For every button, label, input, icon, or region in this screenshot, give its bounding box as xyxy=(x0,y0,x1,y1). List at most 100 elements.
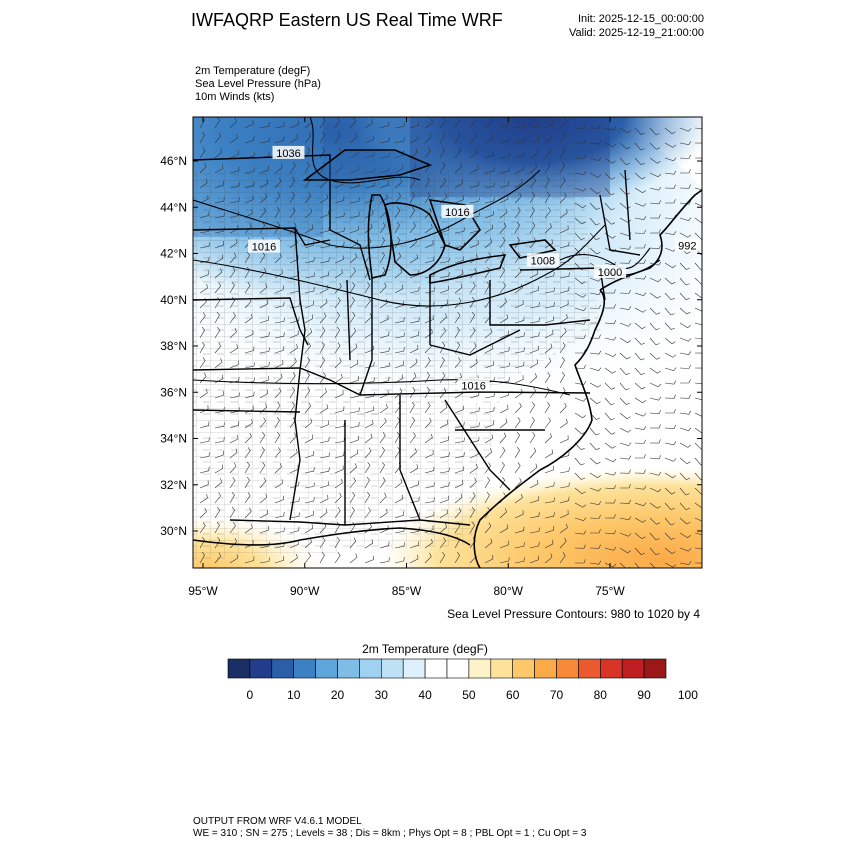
wind-barb xyxy=(619,259,631,264)
wind-barb xyxy=(694,367,702,369)
wind-barb xyxy=(394,178,403,189)
wind-barb xyxy=(619,352,631,360)
pressure-label: 992 xyxy=(678,240,696,252)
wind-barb xyxy=(664,277,676,285)
wind-barb xyxy=(649,410,661,415)
wind-barb xyxy=(680,379,691,384)
wind-barb xyxy=(589,514,601,519)
wind-barb xyxy=(334,132,341,144)
wind-barb xyxy=(259,375,269,384)
wind-barb xyxy=(394,207,401,219)
wind-barb xyxy=(364,237,372,249)
wind-barb xyxy=(439,299,449,309)
wind-barb xyxy=(304,328,313,339)
pressure-contours xyxy=(193,117,661,396)
wind-barb xyxy=(514,347,525,354)
wind-barb xyxy=(544,302,555,309)
wind-barb xyxy=(544,176,550,189)
wind-barb xyxy=(274,301,285,309)
wind-barb xyxy=(484,182,495,189)
wind-barb xyxy=(694,562,702,564)
wind-barb xyxy=(604,471,617,476)
wind-barb xyxy=(244,447,251,459)
wind-barb xyxy=(424,207,432,219)
wind-barb xyxy=(319,341,325,354)
wind-barb xyxy=(379,508,388,519)
wind-barb xyxy=(349,282,356,294)
wind-barb xyxy=(604,499,616,504)
wind-barb xyxy=(469,463,478,474)
wind-barb xyxy=(649,471,662,476)
plot-title: IWFAQRP Eastern US Real Time WRF xyxy=(191,10,503,30)
wind-barb xyxy=(439,403,448,414)
wind-barb xyxy=(229,448,238,459)
wind-barb xyxy=(424,402,431,414)
wind-barb xyxy=(514,332,525,339)
wind-barb xyxy=(229,238,238,249)
wind-barb xyxy=(214,492,221,504)
wind-barb xyxy=(364,462,371,474)
wind-barb xyxy=(619,397,631,405)
wind-barb xyxy=(454,466,465,474)
wind-barb xyxy=(244,476,250,489)
wind-barb xyxy=(559,482,570,489)
wind-barb xyxy=(469,165,479,174)
wind-barb xyxy=(619,289,631,294)
wind-barb xyxy=(289,344,298,354)
wind-barb xyxy=(649,186,662,191)
wind-barb xyxy=(514,375,524,384)
wind-barb xyxy=(349,421,360,429)
wind-barb xyxy=(259,207,267,219)
colorbar-label: 50 xyxy=(462,688,476,702)
wind-barb xyxy=(424,511,435,519)
map-frame xyxy=(192,116,703,569)
wind-barb xyxy=(649,229,661,234)
wind-barb xyxy=(514,252,521,264)
wind-barb xyxy=(379,541,390,549)
wind-barb xyxy=(529,373,538,384)
wind-barb xyxy=(364,281,371,294)
wind-barb xyxy=(559,208,568,219)
wind-barb xyxy=(469,282,476,294)
wind-barb xyxy=(334,255,344,264)
wind-barb xyxy=(394,164,404,174)
wind-barb xyxy=(214,148,223,159)
temperature-colorbar: 0 10 20 30 40 50 60 70 80 90 100 xyxy=(227,658,698,702)
wind-barb xyxy=(214,197,225,204)
wind-barb xyxy=(199,421,210,429)
wind-barb xyxy=(574,427,586,435)
wind-barb xyxy=(244,507,252,519)
wind-barb xyxy=(649,277,662,283)
pressure-label-box xyxy=(441,204,474,218)
field-label-temperature: 2m Temperature (degF) xyxy=(195,65,311,77)
wind-barb xyxy=(304,538,313,549)
wind-barb xyxy=(214,450,224,459)
wind-barb xyxy=(529,121,540,129)
wind-barb xyxy=(214,268,223,279)
wind-barb xyxy=(544,239,554,249)
wind-barb xyxy=(199,162,207,174)
wind-barb xyxy=(544,372,551,384)
wind-barb xyxy=(499,120,509,129)
wind-barb xyxy=(484,538,493,549)
wind-barb xyxy=(634,517,647,523)
wind-barb xyxy=(664,547,676,554)
wind-barb xyxy=(589,427,600,436)
wind-barb xyxy=(274,206,280,219)
wind-barb xyxy=(589,157,602,162)
wind-barb xyxy=(679,410,692,415)
wind-barb xyxy=(649,382,662,388)
wind-barb xyxy=(379,137,390,144)
wind-barb xyxy=(244,120,254,129)
wind-barb xyxy=(304,496,315,504)
wind-barb xyxy=(379,121,390,129)
wind-barb xyxy=(349,359,359,369)
wind-barb xyxy=(199,437,210,444)
wind-barb xyxy=(664,517,675,526)
wind-barb xyxy=(559,523,568,534)
wind-barb xyxy=(214,212,225,219)
colorbar-swatch xyxy=(402,658,426,679)
wind-barb xyxy=(364,345,374,354)
wind-barb xyxy=(229,392,240,399)
